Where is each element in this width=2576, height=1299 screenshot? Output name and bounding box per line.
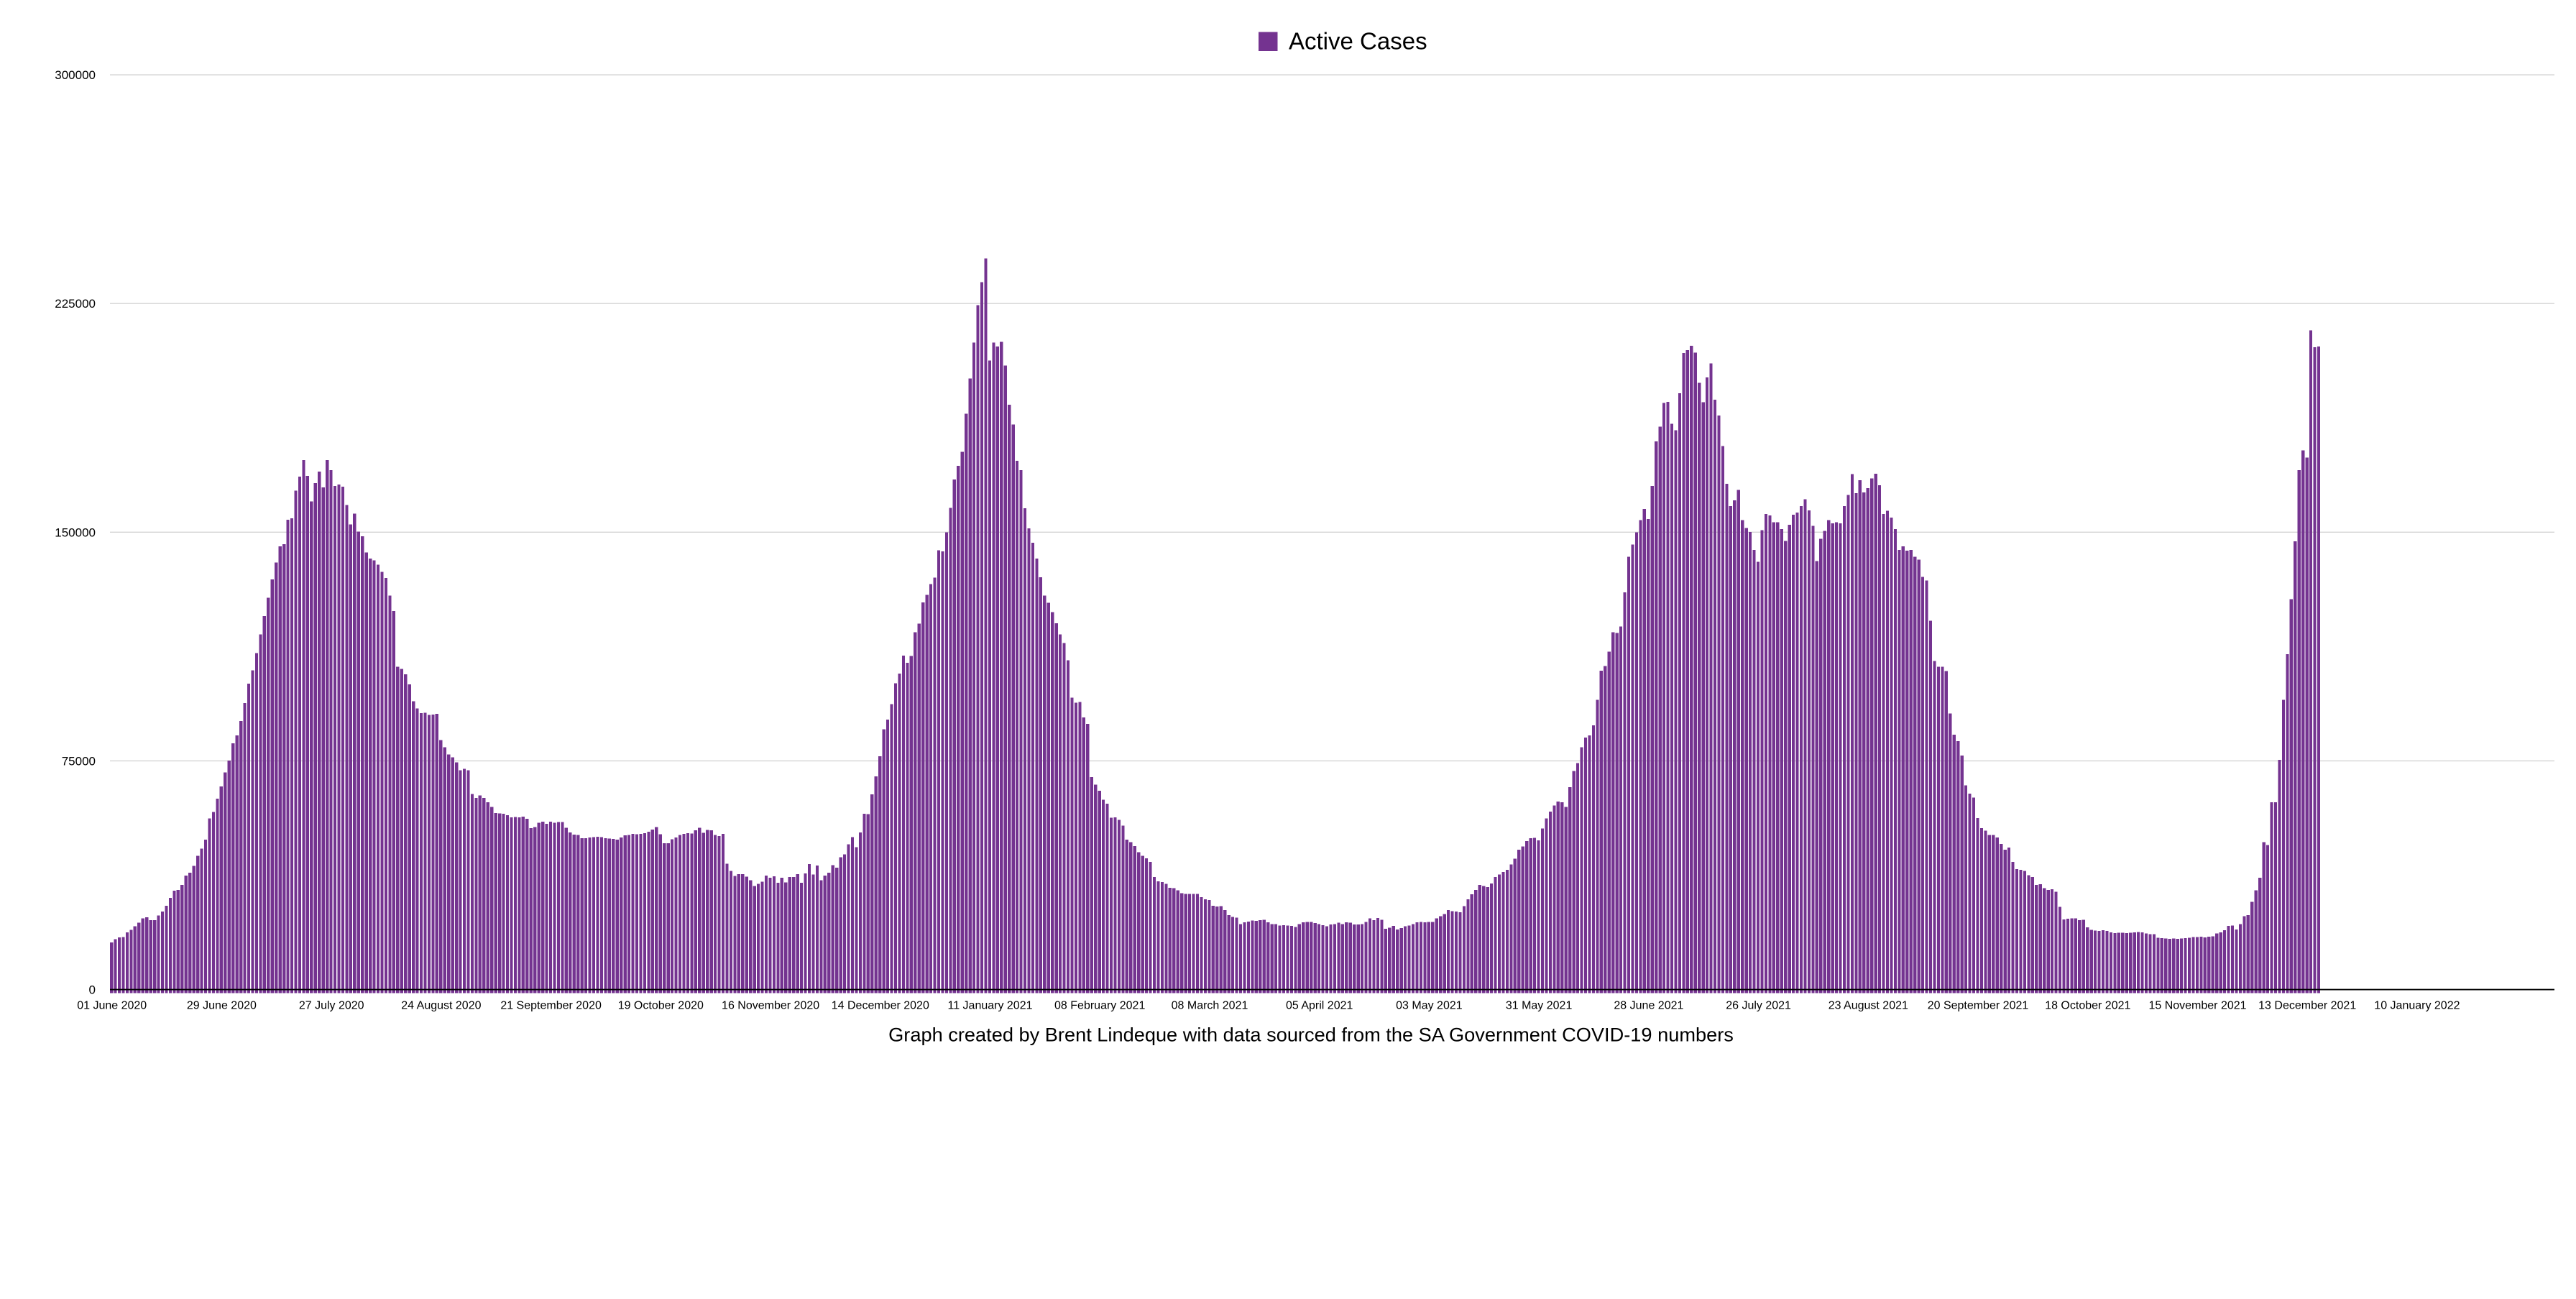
svg-text:0: 0 — [89, 983, 96, 997]
svg-text:Active Cases: Active Cases — [1289, 28, 1427, 55]
svg-text:21 September 2020: 21 September 2020 — [500, 1000, 602, 1012]
svg-text:20 September 2021: 20 September 2021 — [1928, 1000, 2029, 1012]
svg-text:23 August 2021: 23 August 2021 — [1828, 1000, 1908, 1012]
svg-text:15 November 2021: 15 November 2021 — [2148, 1000, 2246, 1012]
svg-text:14 December 2020: 14 December 2020 — [832, 1000, 929, 1012]
svg-text:300000: 300000 — [55, 68, 96, 82]
svg-text:19 October 2020: 19 October 2020 — [618, 1000, 704, 1012]
svg-text:29 June 2020: 29 June 2020 — [187, 1000, 257, 1012]
svg-text:24 August 2020: 24 August 2020 — [401, 1000, 481, 1012]
svg-text:28 June 2021: 28 June 2021 — [1614, 1000, 1683, 1012]
svg-text:75000: 75000 — [62, 754, 96, 768]
svg-text:31 May 2021: 31 May 2021 — [1506, 1000, 1573, 1012]
svg-text:225000: 225000 — [55, 297, 96, 311]
svg-text:08 February 2021: 08 February 2021 — [1054, 1000, 1145, 1012]
svg-text:18 October 2021: 18 October 2021 — [2045, 1000, 2130, 1012]
svg-text:Graph created by Brent Lindequ: Graph created by Brent Lindeque with dat… — [888, 1024, 1734, 1046]
svg-text:27 July 2020: 27 July 2020 — [299, 1000, 364, 1012]
svg-text:05 April 2021: 05 April 2021 — [1286, 1000, 1353, 1012]
svg-text:03 May 2021: 03 May 2021 — [1396, 1000, 1463, 1012]
svg-text:13 December 2021: 13 December 2021 — [2258, 1000, 2356, 1012]
svg-text:10 January 2022: 10 January 2022 — [2374, 1000, 2460, 1012]
svg-text:08 March 2021: 08 March 2021 — [1172, 1000, 1248, 1012]
svg-text:11 January 2021: 11 January 2021 — [947, 1000, 1032, 1012]
svg-text:01 June 2020: 01 June 2020 — [77, 1000, 147, 1012]
svg-text:26 July 2021: 26 July 2021 — [1726, 1000, 1791, 1012]
svg-text:16 November 2020: 16 November 2020 — [722, 1000, 819, 1012]
svg-text:150000: 150000 — [55, 525, 96, 539]
